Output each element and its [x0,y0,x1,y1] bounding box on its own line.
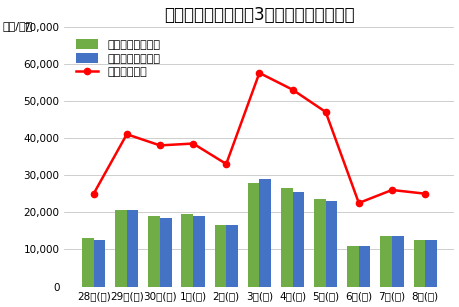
Bar [214,225,226,286]
Bar [115,210,127,286]
上下方向合計 [388,188,394,192]
Title: 北陸自動車道（北陸3県内）の予測交通量: 北陸自動車道（北陸3県内）の予測交通量 [164,6,354,24]
Bar [181,214,193,286]
Bar [259,179,270,286]
Bar [82,238,94,286]
上下方向合計 [223,162,229,166]
Bar [226,225,237,286]
上下方向合計 [157,144,162,147]
Bar [127,210,138,286]
上下方向合計 [322,110,328,114]
Y-axis label: （台/日）: （台/日） [3,21,33,31]
Bar [358,246,369,286]
Bar [380,236,391,286]
Bar [148,216,160,286]
上下方向合計 [355,201,361,205]
Bar [292,192,303,286]
Legend: 上り（米原方向）, 下り（新潟方向）, 上下方向合計: 上り（米原方向）, 下り（新潟方向）, 上下方向合計 [73,37,162,80]
Bar [325,201,336,286]
Bar [280,188,292,286]
上下方向合計 [421,192,427,196]
Bar [424,240,436,286]
上下方向合計 [91,192,96,196]
Bar [160,218,171,286]
Bar [94,240,105,286]
Bar [247,183,259,286]
Bar [391,236,403,286]
Bar [193,216,204,286]
上下方向合計 [289,88,295,91]
Bar [413,240,424,286]
Bar [347,246,358,286]
上下方向合計 [124,132,129,136]
Line: 上下方向合計: 上下方向合計 [90,70,427,206]
Bar [313,199,325,286]
上下方向合計 [256,71,262,75]
上下方向合計 [190,142,196,146]
